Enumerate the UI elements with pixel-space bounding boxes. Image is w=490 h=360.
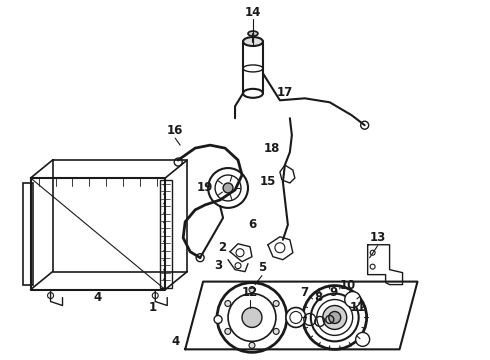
Circle shape <box>303 285 367 349</box>
Text: 10: 10 <box>340 279 356 292</box>
Text: 5: 5 <box>258 261 266 274</box>
Text: 3: 3 <box>214 259 222 272</box>
Circle shape <box>225 301 231 306</box>
Text: 15: 15 <box>260 175 276 189</box>
Text: 18: 18 <box>264 141 280 155</box>
Text: 12: 12 <box>242 286 258 299</box>
Text: 13: 13 <box>369 231 386 244</box>
Circle shape <box>273 301 279 306</box>
Text: 1: 1 <box>148 301 156 314</box>
Circle shape <box>249 287 255 293</box>
Text: 17: 17 <box>277 86 293 99</box>
Text: 7: 7 <box>300 286 308 299</box>
Circle shape <box>242 307 262 328</box>
Circle shape <box>196 254 204 262</box>
Circle shape <box>361 121 368 129</box>
Circle shape <box>329 311 341 323</box>
Circle shape <box>345 292 361 307</box>
Text: 2: 2 <box>218 241 226 254</box>
Text: 6: 6 <box>248 218 256 231</box>
Circle shape <box>223 183 233 193</box>
Circle shape <box>225 328 231 334</box>
Circle shape <box>217 283 287 352</box>
Text: 14: 14 <box>245 6 261 19</box>
Circle shape <box>214 315 222 323</box>
Text: 4: 4 <box>171 335 179 348</box>
Bar <box>23 183 33 285</box>
Ellipse shape <box>248 31 258 36</box>
Text: 19: 19 <box>197 181 213 194</box>
Circle shape <box>323 306 347 329</box>
Ellipse shape <box>243 89 263 98</box>
Text: 9: 9 <box>330 286 338 299</box>
Circle shape <box>273 328 279 334</box>
Ellipse shape <box>243 37 263 46</box>
Circle shape <box>249 342 255 348</box>
Bar <box>160 180 172 288</box>
Circle shape <box>174 158 182 166</box>
Circle shape <box>286 307 306 328</box>
Text: 16: 16 <box>167 124 183 137</box>
Circle shape <box>208 168 248 208</box>
Text: 11: 11 <box>349 301 366 314</box>
Circle shape <box>356 332 369 346</box>
Text: 4: 4 <box>93 291 101 304</box>
Text: 8: 8 <box>315 291 323 304</box>
